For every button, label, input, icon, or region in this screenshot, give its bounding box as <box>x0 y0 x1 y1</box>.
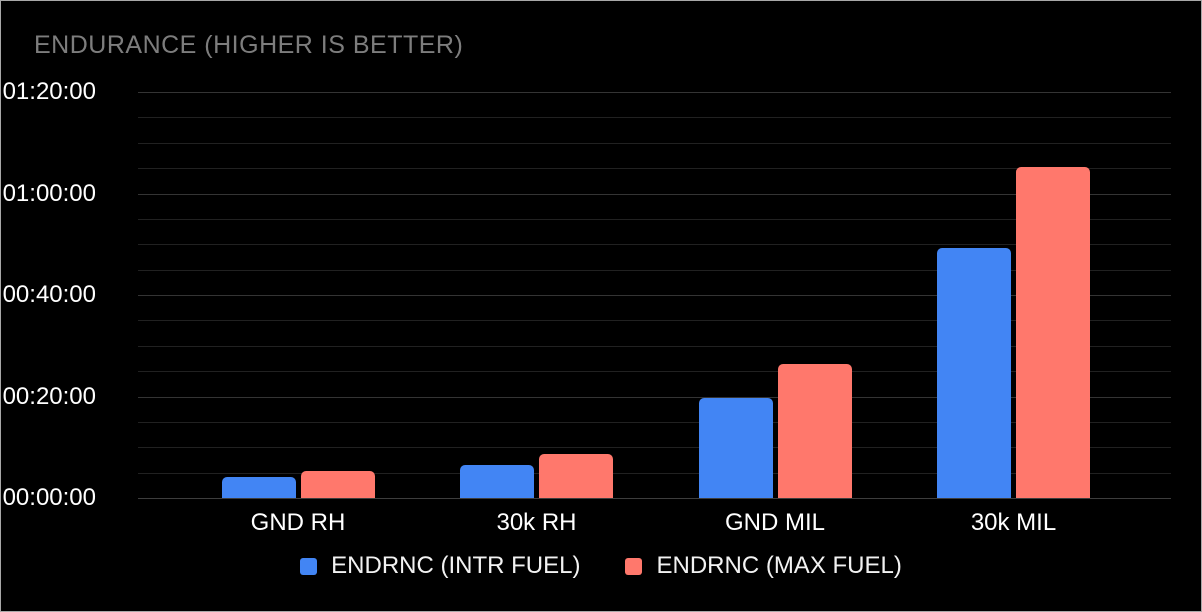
chart-title: ENDURANCE (HIGHER IS BETTER) <box>34 31 464 59</box>
bar-intr-fuel <box>221 477 296 498</box>
legend-item-intr-fuel: ENDRNC (INTR FUEL) <box>300 552 580 580</box>
legend: ENDRNC (INTR FUEL) ENDRNC (MAX FUEL) <box>1 546 1201 586</box>
minor-gridline <box>138 218 1171 220</box>
major-gridline <box>138 295 1171 296</box>
bar-max-fuel <box>539 454 613 498</box>
minor-gridline <box>138 472 1171 474</box>
minor-gridline <box>138 345 1171 347</box>
minor-gridline <box>138 244 1171 246</box>
y-axis-label: 00:00:00 <box>2 484 96 511</box>
major-gridline <box>138 193 1171 195</box>
y-axis-label: 01:00:00 <box>2 179 96 207</box>
legend-label: ENDRNC (MAX FUEL) <box>656 552 902 579</box>
x-axis-label: GND MIL <box>724 509 826 536</box>
minor-gridline <box>138 320 1171 322</box>
x-axis-label: GND RH <box>250 509 346 536</box>
legend-item-max-fuel: ENDRNC (MAX FUEL) <box>625 552 902 580</box>
x-axis-label: 30k RH <box>496 509 577 536</box>
legend-swatch-icon <box>625 557 643 575</box>
minor-gridline <box>138 117 1171 119</box>
bar-intr-fuel <box>937 247 1011 498</box>
major-gridline <box>138 396 1171 398</box>
minor-gridline <box>138 142 1171 144</box>
y-axis-label: 00:40:00 <box>2 281 96 308</box>
bar-intr-fuel <box>698 398 773 498</box>
minor-gridline <box>138 447 1171 449</box>
legend-swatch-icon <box>300 557 318 575</box>
x-axis-baseline <box>138 498 1171 499</box>
bar-max-fuel <box>1016 166 1090 498</box>
minor-gridline <box>138 168 1171 170</box>
bar-intr-fuel <box>460 465 534 498</box>
y-axis-label: 00:20:00 <box>2 382 96 410</box>
minor-gridline <box>138 269 1171 271</box>
major-gridline <box>138 92 1171 93</box>
minor-gridline <box>138 421 1171 423</box>
legend-label: ENDRNC (INTR FUEL) <box>331 552 581 579</box>
x-axis-label: 30k MIL <box>970 509 1057 536</box>
bar-max-fuel <box>777 363 852 498</box>
minor-gridline <box>138 371 1171 373</box>
plot-area: 00:00:00 00:20:00 00:40:00 01:00:00 01:20:00 <box>3 78 1171 511</box>
bar-max-fuel <box>300 471 375 498</box>
y-axis-label: 01:20:00 <box>2 78 96 105</box>
